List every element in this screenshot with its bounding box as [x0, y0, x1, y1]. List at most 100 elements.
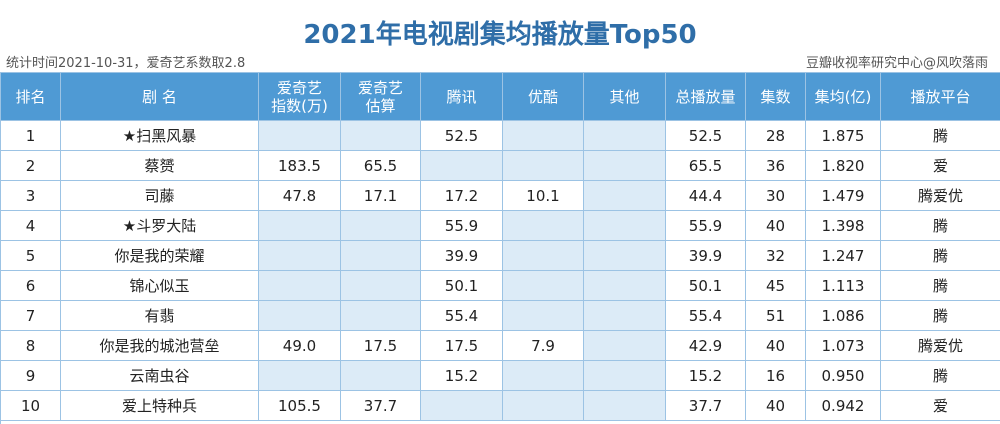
- cell: [341, 241, 421, 271]
- cell: [584, 271, 666, 301]
- cell: [584, 391, 666, 421]
- cell: 52.5: [421, 121, 503, 151]
- cell: 39.9: [421, 241, 503, 271]
- header-text: 其他: [609, 87, 640, 106]
- cell: 32: [746, 241, 806, 271]
- cell: 65.5: [341, 151, 421, 181]
- header-text: 排名: [15, 87, 46, 106]
- cell: 39.9: [666, 241, 746, 271]
- header-text: 爱奇艺: [276, 78, 322, 97]
- cell: 105.5: [259, 391, 341, 421]
- cell: 55.4: [666, 301, 746, 331]
- cell: 17.5: [341, 331, 421, 361]
- cell: 锦心似玉: [61, 271, 259, 301]
- cell: 55.4: [421, 301, 503, 331]
- cell: 有翡: [61, 301, 259, 331]
- cell: 10: [1, 391, 61, 421]
- cell: [584, 241, 666, 271]
- cell: [503, 301, 584, 331]
- cell: 腾: [881, 121, 1000, 151]
- cell: 15.2: [421, 361, 503, 391]
- cell: 0.942: [806, 391, 881, 421]
- cell: [503, 271, 584, 301]
- cell: 2: [1, 151, 61, 181]
- cell: 司藤: [61, 181, 259, 211]
- cell: 42.9: [666, 331, 746, 361]
- cell: 腾: [881, 271, 1000, 301]
- cell: 爱上特种兵: [61, 391, 259, 421]
- cell: 36: [746, 151, 806, 181]
- cell: 51: [746, 301, 806, 331]
- cell: 17.2: [421, 181, 503, 211]
- header-cell: 排名: [1, 73, 61, 121]
- cell: 3: [1, 181, 61, 211]
- cell: [259, 271, 341, 301]
- cell: 爱: [881, 151, 1000, 181]
- source: 豆瓣收视率研究中心@风吹落雨: [805, 56, 988, 71]
- cell: 52.5: [666, 121, 746, 151]
- cell: 1.820: [806, 151, 881, 181]
- cell: 40: [746, 391, 806, 421]
- header-text: 爱奇艺: [357, 78, 403, 97]
- header-text: 集均(亿): [814, 87, 872, 106]
- cell: [259, 121, 341, 151]
- cell: 1.086: [806, 301, 881, 331]
- cell: 37.7: [666, 391, 746, 421]
- cell: 9: [1, 361, 61, 391]
- header-text: 指数(万): [271, 96, 328, 115]
- cell: 49.0: [259, 331, 341, 361]
- cell: 37.7: [341, 391, 421, 421]
- cell: 1.479: [806, 181, 881, 211]
- cell: 爱: [881, 391, 1000, 421]
- cell: [503, 241, 584, 271]
- cell: [421, 391, 503, 421]
- cell: [421, 151, 503, 181]
- cell: [259, 361, 341, 391]
- cell: [341, 271, 421, 301]
- cell: 云南虫谷: [61, 361, 259, 391]
- header-text: 优酷: [527, 87, 558, 106]
- cell: [584, 211, 666, 241]
- header-text: 腾讯: [446, 87, 477, 106]
- cell: 5: [1, 241, 61, 271]
- cell: 1.247: [806, 241, 881, 271]
- cell: 16: [746, 361, 806, 391]
- header-text: 集数: [760, 87, 791, 106]
- table: 排名剧 名爱奇艺 指数(万) 爱奇艺 估算 腾讯 优酷 其他 总播放量 集数 集均(亿) 播放平台 1…: [0, 72, 1000, 424]
- cell: 6: [1, 271, 61, 301]
- cell: ★斗罗大陆: [61, 211, 259, 241]
- header-cell: 集均(亿): [806, 73, 881, 121]
- cell: 腾爱优: [881, 331, 1000, 361]
- cell: 1.073: [806, 331, 881, 361]
- cell: 4: [1, 211, 61, 241]
- header-text: 播放平台: [910, 87, 971, 106]
- header-text: 剧 名: [142, 87, 177, 106]
- cell: 50.1: [666, 271, 746, 301]
- cell: 15.2: [666, 361, 746, 391]
- header-cell: 集数: [746, 73, 806, 121]
- cell: 65.5: [666, 151, 746, 181]
- cell: 45: [746, 271, 806, 301]
- cell: 1.113: [806, 271, 881, 301]
- cell: 40: [746, 331, 806, 361]
- cell: 1.875: [806, 121, 881, 151]
- cell: 你是我的城池营垒: [61, 331, 259, 361]
- cell: 腾: [881, 361, 1000, 391]
- cell: 50.1: [421, 271, 503, 301]
- header-cell: 播放平台: [881, 73, 1000, 121]
- cell: [259, 211, 341, 241]
- cell: 1: [1, 121, 61, 151]
- cell: [503, 361, 584, 391]
- cell: 7: [1, 301, 61, 331]
- header-cell: 腾讯: [421, 73, 503, 121]
- cell: [584, 151, 666, 181]
- cell: 蔡赟: [61, 151, 259, 181]
- cell: 你是我的荣耀: [61, 241, 259, 271]
- cell: 1.398: [806, 211, 881, 241]
- cell: [503, 121, 584, 151]
- cell: 7.9: [503, 331, 584, 361]
- note: 统计时间2021-10-31，爱奇艺系数取2.8: [6, 56, 246, 71]
- header-cell: 其他: [584, 73, 666, 121]
- cell: 40: [746, 211, 806, 241]
